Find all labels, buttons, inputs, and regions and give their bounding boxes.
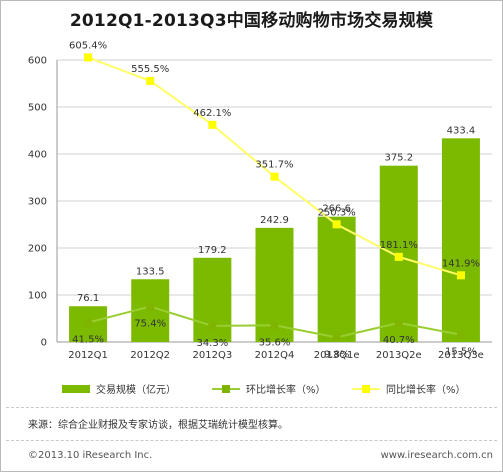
bar-value-label: 242.9 (260, 215, 289, 226)
bar-value-label: 133.5 (136, 266, 165, 277)
bar-value-label: 375.2 (384, 153, 413, 164)
legend-swatch-volume (62, 384, 90, 393)
legend-item-qoq: 环比增长率（%） (212, 381, 326, 396)
yoy-data-label: 605.4% (69, 40, 107, 51)
yoy-data-label: 555.5% (131, 64, 169, 75)
qoq-marker (208, 321, 217, 330)
qoq-data-label: 35.6% (259, 337, 291, 348)
y-tick-label: 100 (28, 291, 47, 302)
legend-swatch-qoq (212, 384, 240, 394)
bar-value-label: 76.1 (77, 293, 99, 304)
qoq-data-label: 40.7% (383, 335, 415, 346)
x-tick-label: 2012Q2 (130, 350, 170, 361)
y-tick-label: 300 (28, 197, 47, 208)
y-tick-label: 400 (28, 150, 47, 161)
x-tick-label: 2012Q1 (68, 350, 108, 361)
y-tick-label: 0 (41, 338, 47, 349)
x-tick-label: 2012Q4 (255, 350, 295, 361)
qoq-marker (270, 321, 279, 330)
yoy-marker (456, 271, 465, 280)
x-tick-label: 2012Q3 (193, 350, 233, 361)
legend-item-yoy: 同比增长率（%） (352, 381, 466, 396)
qoq-marker (456, 330, 465, 339)
yoy-marker (208, 120, 217, 129)
source-note: 来源：综合企业财报及专家访谈，根据艾瑞统计模型核算。 (28, 420, 288, 431)
y-tick-label: 600 (28, 56, 47, 67)
legend-label-yoy: 同比增长率（%） (386, 385, 466, 396)
yoy-data-label: 181.1% (380, 240, 418, 251)
x-tick-label: 2013Q2e (376, 350, 422, 361)
y-tick-label: 500 (28, 103, 47, 114)
yoy-data-label: 462.1% (193, 108, 231, 119)
qoq-marker (84, 318, 93, 327)
qoq-data-label: 75.4% (134, 319, 166, 330)
qoq-data-label: 34.3% (196, 338, 228, 349)
bar (441, 138, 480, 342)
qoq-marker (394, 318, 403, 327)
yoy-data-label: 351.7% (255, 160, 293, 171)
legend-item-volume: 交易规模（亿元） (62, 381, 176, 396)
qoq-marker (332, 333, 341, 342)
source-divider (6, 407, 497, 408)
bar-value-label: 179.2 (198, 245, 227, 256)
qoq-data-label: 41.5% (72, 334, 104, 345)
y-tick-label: 200 (28, 244, 47, 255)
legend-swatch-yoy (352, 384, 380, 394)
chart-legend: 交易规模（亿元） 环比增长率（%） 同比增长率（%） (62, 381, 493, 397)
copyright-text: ©2013.10 iResearch Inc. (28, 450, 153, 461)
yoy-marker (394, 252, 403, 261)
qoq-data-label: 9.8% (324, 349, 349, 360)
x-tick-label: 2013Q3e (438, 350, 484, 361)
footer-divider (6, 440, 497, 441)
yoy-data-label: 141.9% (442, 258, 480, 269)
legend-label-qoq: 环比增长率（%） (246, 385, 326, 396)
yoy-marker (146, 76, 155, 85)
x-tick-label: 2013Q1e (314, 350, 360, 361)
yoy-marker (270, 172, 279, 181)
yoy-marker (84, 53, 93, 62)
legend-label-volume: 交易规模（亿元） (96, 385, 176, 396)
qoq-marker (146, 302, 155, 311)
yoy-marker (332, 220, 341, 229)
website-text: www.iresearch.com.cn (380, 450, 493, 461)
yoy-data-label: 250.3% (318, 207, 356, 218)
bar-value-label: 266.6 (322, 204, 351, 215)
qoq-data-label: 15.5% (445, 347, 477, 358)
chart-title: 2012Q1-2013Q3中国移动购物市场交易规模 (69, 11, 434, 31)
bar (317, 216, 356, 342)
bar-value-label: 433.4 (447, 125, 476, 136)
